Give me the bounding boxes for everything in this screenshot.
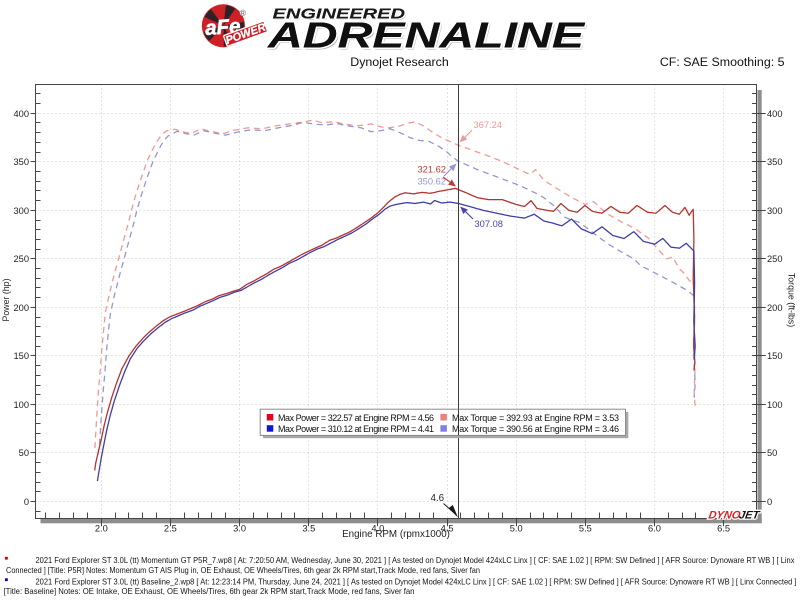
svg-text:350.62: 350.62 xyxy=(418,176,446,186)
svg-text:300: 300 xyxy=(13,206,29,216)
svg-text:ADRENALINE: ADRENALINE xyxy=(267,15,586,56)
svg-text:4.0: 4.0 xyxy=(371,524,384,534)
svg-text:DYNO: DYNO xyxy=(707,510,741,522)
svg-text:Max Torque = 390.56 at Engine: Max Torque = 390.56 at Engine RPM = 3.46 xyxy=(452,424,619,434)
svg-text:6.0: 6.0 xyxy=(648,524,661,534)
svg-text:ENGINEERED: ENGINEERED xyxy=(274,8,407,24)
svg-text:ENGINEERED: ENGINEERED xyxy=(273,7,406,23)
svg-text:Max Power = 310.12 at Engine R: Max Power = 310.12 at Engine RPM = 4.41 xyxy=(278,424,434,434)
svg-text:200: 200 xyxy=(767,303,783,313)
svg-text:400: 400 xyxy=(13,109,29,119)
svg-text:3.5: 3.5 xyxy=(302,524,315,534)
svg-text:2021 Ford Explorer ST 3.0L (tt: 2021 Ford Explorer ST 3.0L (tt) Baseline… xyxy=(36,576,797,586)
svg-text:100: 100 xyxy=(767,400,783,410)
svg-text:2.5: 2.5 xyxy=(164,524,177,534)
svg-text:ADRENALINE: ADRENALINE xyxy=(267,15,586,56)
svg-text:300: 300 xyxy=(767,206,783,216)
svg-text:6.5: 6.5 xyxy=(717,524,730,534)
svg-text:ADRENALINE: ADRENALINE xyxy=(269,17,588,58)
svg-text:Connected ] [Title: P5R] Note: Connected ] [Title: P5R] Notes: Momentum… xyxy=(6,565,480,575)
svg-text:350: 350 xyxy=(13,157,29,167)
svg-text:[Title: Baseline] Notes: OE I: [Title: Baseline] Notes: OE Intake, OE E… xyxy=(4,586,415,596)
svg-text:150: 150 xyxy=(767,351,783,361)
svg-text:50: 50 xyxy=(19,448,29,458)
svg-text:150: 150 xyxy=(13,351,29,361)
svg-text:50: 50 xyxy=(767,448,777,458)
svg-text:Dynojet Research: Dynojet Research xyxy=(350,55,449,69)
svg-text:R: R xyxy=(241,11,245,17)
svg-text:Max Power = 322.57 at Engine R: Max Power = 322.57 at Engine RPM = 4.56 xyxy=(278,413,434,423)
svg-text:350: 350 xyxy=(767,157,783,167)
svg-text:2.0: 2.0 xyxy=(95,524,108,534)
svg-text:367.24: 367.24 xyxy=(474,120,502,130)
svg-text:Power (hp): Power (hp) xyxy=(1,278,11,321)
svg-text:100: 100 xyxy=(13,400,29,410)
svg-text:4.6: 4.6 xyxy=(431,493,445,504)
svg-text:Engine RPM (rpmx1000): Engine RPM (rpmx1000) xyxy=(342,529,450,540)
svg-text:5.5: 5.5 xyxy=(579,524,592,534)
svg-text:DYNO: DYNO xyxy=(707,510,741,522)
svg-text:200: 200 xyxy=(13,303,29,313)
svg-text:321.62: 321.62 xyxy=(418,165,446,175)
svg-text:5.0: 5.0 xyxy=(510,524,523,534)
svg-text:Torque (ft-lbs): Torque (ft-lbs) xyxy=(787,273,797,327)
svg-text:400: 400 xyxy=(767,109,783,119)
svg-text:250: 250 xyxy=(767,254,783,264)
svg-text:0: 0 xyxy=(24,497,29,507)
svg-text:4.5: 4.5 xyxy=(441,524,454,534)
svg-text:JET: JET xyxy=(738,510,761,522)
svg-text:2021 Ford Explorer ST 3.0L (tt: 2021 Ford Explorer ST 3.0L (tt) Momentum… xyxy=(36,555,796,565)
svg-text:3.0: 3.0 xyxy=(233,524,246,534)
svg-text:CF: SAE Smoothing: 5: CF: SAE Smoothing: 5 xyxy=(660,55,785,69)
svg-text:307.08: 307.08 xyxy=(475,219,503,229)
svg-text:0: 0 xyxy=(767,497,772,507)
svg-text:250: 250 xyxy=(13,254,29,264)
svg-text:Max Torque = 392.93 at Engine: Max Torque = 392.93 at Engine RPM = 3.53 xyxy=(452,413,619,423)
svg-text:ENGINEERED: ENGINEERED xyxy=(273,7,406,23)
svg-text:JET: JET xyxy=(738,510,761,522)
